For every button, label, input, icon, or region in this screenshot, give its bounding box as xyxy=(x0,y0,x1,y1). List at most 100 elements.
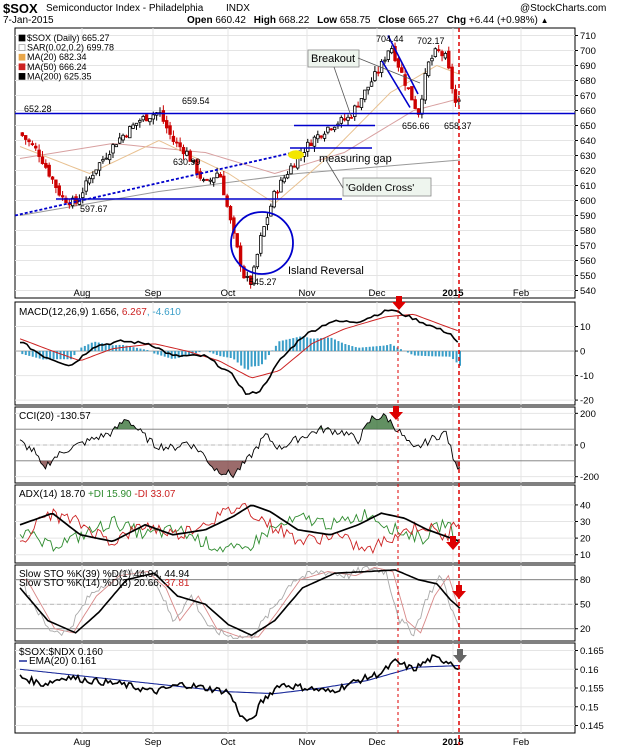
cci-title: CCI(20) -130.57 xyxy=(19,411,91,422)
y-tick-label: 630 xyxy=(580,151,596,162)
y-tick-label: 670 xyxy=(580,91,596,102)
y-tick-label: 50 xyxy=(580,600,591,611)
y-tick-label: 600 xyxy=(580,196,596,207)
breakout-pointer xyxy=(333,66,352,117)
macd-histogram-bar xyxy=(372,346,375,352)
candle-body xyxy=(34,145,38,149)
macd-histogram-bar xyxy=(80,347,83,352)
source-link[interactable]: @StockCharts.com xyxy=(520,3,607,14)
macd-histogram-bar xyxy=(261,351,263,365)
legend-entry: MA(20) 682.34 xyxy=(27,52,87,62)
price-label: 702.17 xyxy=(417,36,445,46)
candle-body xyxy=(403,74,407,86)
x-tick-label-bottom: Feb xyxy=(513,737,529,748)
panel-frame-adx xyxy=(14,484,576,564)
y-tick-label: 660 xyxy=(580,106,596,117)
macd-histogram-bar xyxy=(184,351,187,357)
price-label: 597.67 xyxy=(80,204,108,214)
macd-histogram-bar xyxy=(459,351,461,366)
candle-body xyxy=(228,206,233,221)
macd-histogram-bar xyxy=(177,351,180,358)
candle-body xyxy=(151,114,155,120)
y-tick-label: 0 xyxy=(580,347,585,358)
measuring-gap-marker xyxy=(288,150,304,160)
macd-histogram-bar xyxy=(90,342,93,352)
macd-histogram-bar xyxy=(417,351,420,356)
macd-histogram-bar xyxy=(288,338,291,352)
y-tick-label: 10 xyxy=(580,322,591,333)
price-label: 630.99 xyxy=(173,157,201,167)
macd-histogram-bar xyxy=(31,351,34,357)
x-tick-label-bottom: Aug xyxy=(74,737,91,748)
legend-entry: MA(50) 666.24 xyxy=(27,62,87,72)
candle-body xyxy=(60,195,65,198)
adx-down-arrow-icon xyxy=(446,536,460,550)
macd-histogram-bar xyxy=(247,351,250,370)
macd-histogram-bar xyxy=(278,341,281,352)
sto-k39-line xyxy=(19,569,461,637)
candle-body xyxy=(265,217,270,226)
cci-line xyxy=(19,413,461,479)
candle-body xyxy=(356,105,360,108)
macd-histogram-bar xyxy=(434,351,437,357)
y-tick-label: 640 xyxy=(580,136,596,147)
macd-histogram-bar xyxy=(361,347,364,352)
y-tick-label: 620 xyxy=(580,166,596,177)
y-tick-label: 570 xyxy=(580,241,596,252)
candle-body xyxy=(208,179,213,182)
macd-histogram-bar xyxy=(215,351,218,356)
candle-body xyxy=(218,173,223,178)
macd-histogram-bar xyxy=(181,351,184,358)
macd-signal-line xyxy=(19,313,458,379)
candle-body xyxy=(222,175,226,196)
macd-histogram-bar xyxy=(358,347,361,352)
candle-body xyxy=(104,157,108,160)
macd-histogram-bar xyxy=(281,340,284,352)
dots-icon xyxy=(18,44,26,51)
candle-body xyxy=(178,142,182,148)
candle-body xyxy=(447,50,451,69)
macd-histogram-bar xyxy=(344,344,347,352)
panel-frame-macd xyxy=(14,301,576,406)
candle-body xyxy=(322,133,327,139)
macd-histogram-bar xyxy=(323,337,326,352)
macd-histogram-bar xyxy=(24,351,27,355)
macd-histogram-bar xyxy=(368,346,371,352)
macd-histogram-bar xyxy=(351,346,354,352)
legend-entry: MA(200) 625.35 xyxy=(27,71,92,81)
macd-histogram-bar xyxy=(399,349,402,352)
macd-histogram-bar xyxy=(393,345,395,352)
candle-body xyxy=(181,146,186,155)
x-tick-label-price: Nov xyxy=(299,288,316,299)
macd-title: MACD(12,26,9) 1.656, 6.267, -4.610 xyxy=(19,307,181,318)
candle-body xyxy=(262,226,266,237)
candle-body xyxy=(185,150,189,156)
breakout-annotation: Breakout xyxy=(311,53,355,65)
up-arrow-icon: ▲ xyxy=(540,16,549,25)
macd-histogram-bar xyxy=(97,342,100,352)
relative-down-arrow-icon xyxy=(453,649,467,663)
candle-body xyxy=(117,137,122,144)
macd-histogram-bar xyxy=(354,347,357,352)
candle-body xyxy=(259,235,263,254)
candle-body xyxy=(124,135,129,138)
macd-histogram-bar xyxy=(188,351,191,356)
candle-body xyxy=(393,46,397,62)
macd-histogram-bar xyxy=(306,337,309,352)
macd-histogram-bar xyxy=(108,344,111,352)
macd-histogram-bar xyxy=(302,336,305,352)
candle-body xyxy=(436,49,441,52)
candle-body xyxy=(148,118,152,123)
candle-body xyxy=(212,177,216,183)
macd-histogram-bar xyxy=(274,345,277,352)
ema20-line xyxy=(19,664,461,695)
macd-histogram-bar xyxy=(94,341,97,352)
candle-body xyxy=(426,61,431,77)
x-tick-label-bottom: Nov xyxy=(299,737,316,748)
sto-title-1: Slow STO %K(39) %D(1) 44.94, 44.94 xyxy=(19,569,190,580)
candle-body xyxy=(433,48,438,57)
macd-histogram-bar xyxy=(320,338,323,352)
macd-histogram-bar xyxy=(146,350,149,352)
macd-histogram-bar xyxy=(396,347,399,352)
macd-histogram-bar xyxy=(73,351,76,356)
